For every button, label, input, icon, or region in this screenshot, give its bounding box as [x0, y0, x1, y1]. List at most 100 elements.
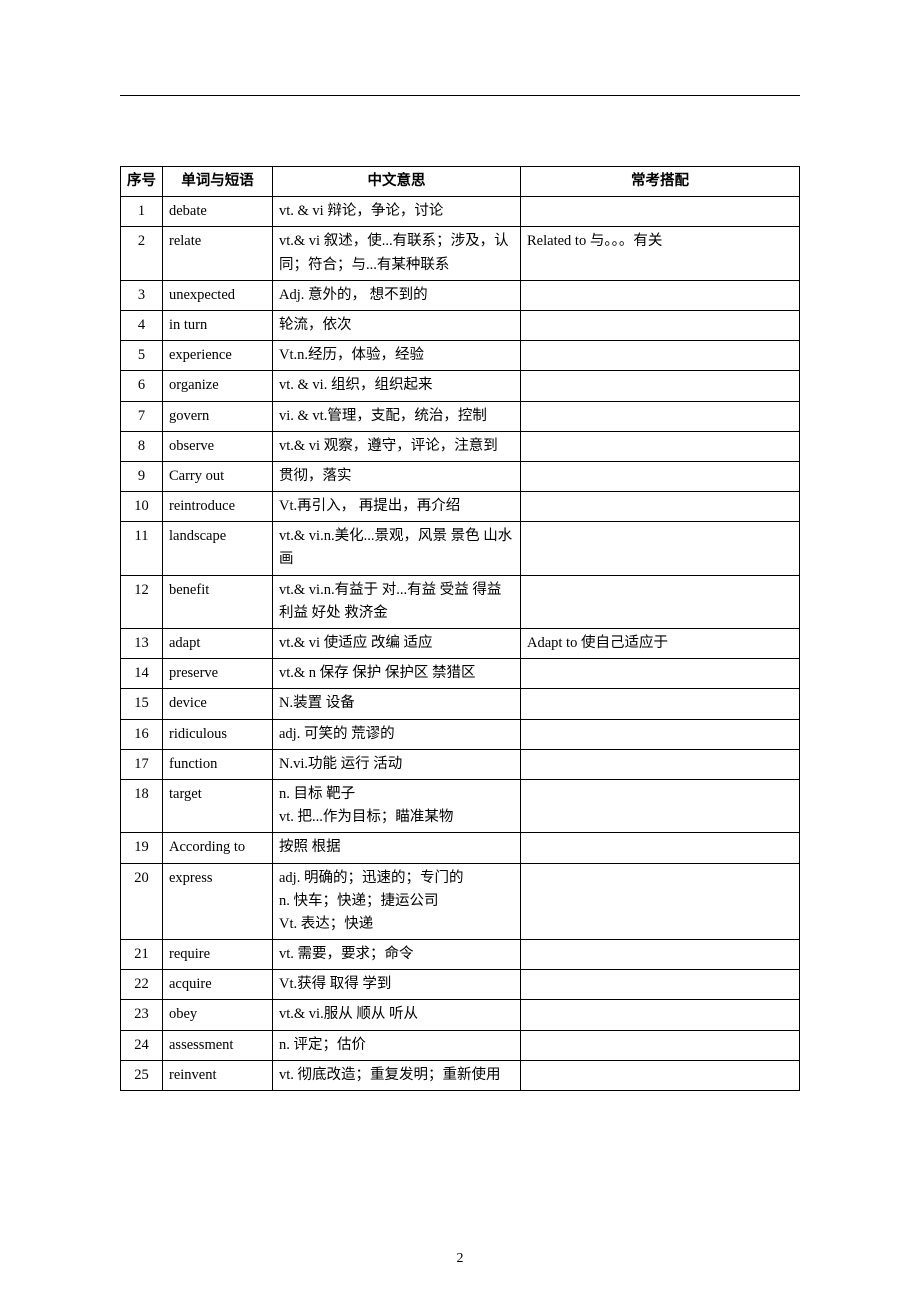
table-row: 4in turn轮流，依次 — [121, 310, 800, 340]
cell-collocation — [521, 833, 800, 863]
cell-collocation — [521, 970, 800, 1000]
table-row: 21requirevt. 需要，要求；命令 — [121, 940, 800, 970]
cell-num: 23 — [121, 1000, 163, 1030]
table-row: 9Carry out贯彻，落实 — [121, 461, 800, 491]
cell-word: organize — [163, 371, 273, 401]
cell-meaning: vt.& n 保存 保护 保护区 禁猎区 — [273, 659, 521, 689]
page-number: 2 — [0, 1248, 920, 1270]
cell-meaning: Vt.获得 取得 学到 — [273, 970, 521, 1000]
cell-word: observe — [163, 431, 273, 461]
table-row: 11landscapevt.& vi.n.美化...景观，风景 景色 山水画 — [121, 522, 800, 575]
table-row: 1debatevt. & vi 辩论，争论，讨论 — [121, 197, 800, 227]
table-row: 8observevt.& vi 观察，遵守，评论，注意到 — [121, 431, 800, 461]
cell-num: 6 — [121, 371, 163, 401]
table-row: 7governvi. & vt.管理，支配，统治，控制 — [121, 401, 800, 431]
cell-word: require — [163, 940, 273, 970]
cell-meaning: N.装置 设备 — [273, 689, 521, 719]
cell-collocation — [521, 197, 800, 227]
vocabulary-table: 序号 单词与短语 中文意思 常考搭配 1debatevt. & vi 辩论，争论… — [120, 166, 800, 1091]
cell-num: 4 — [121, 310, 163, 340]
cell-collocation — [521, 401, 800, 431]
table-header-row: 序号 单词与短语 中文意思 常考搭配 — [121, 167, 800, 197]
cell-num: 14 — [121, 659, 163, 689]
cell-meaning: vt.& vi.n.美化...景观，风景 景色 山水画 — [273, 522, 521, 575]
table-row: 25reinventvt. 彻底改造；重复发明；重新使用 — [121, 1060, 800, 1090]
cell-collocation — [521, 492, 800, 522]
cell-word: function — [163, 749, 273, 779]
cell-word: adapt — [163, 629, 273, 659]
cell-word: debate — [163, 197, 273, 227]
document-page: 序号 单词与短语 中文意思 常考搭配 1debatevt. & vi 辩论，争论… — [0, 0, 920, 1302]
cell-num: 17 — [121, 749, 163, 779]
cell-meaning: N.vi.功能 运行 活动 — [273, 749, 521, 779]
cell-collocation — [521, 575, 800, 628]
cell-meaning: vt. & vi 辩论，争论，讨论 — [273, 197, 521, 227]
cell-word: According to — [163, 833, 273, 863]
cell-collocation — [521, 280, 800, 310]
table-row: 2relatevt.& vi 叙述，使...有联系；涉及，认同；符合；与...有… — [121, 227, 800, 280]
cell-collocation — [521, 310, 800, 340]
cell-num: 19 — [121, 833, 163, 863]
cell-meaning: vt. 彻底改造；重复发明；重新使用 — [273, 1060, 521, 1090]
table-row: 16ridiculousadj. 可笑的 荒谬的 — [121, 719, 800, 749]
cell-meaning: n. 评定；估价 — [273, 1030, 521, 1060]
cell-num: 21 — [121, 940, 163, 970]
cell-num: 15 — [121, 689, 163, 719]
cell-word: preserve — [163, 659, 273, 689]
cell-word: relate — [163, 227, 273, 280]
table-row: 10reintroduceVt.再引入， 再提出，再介绍 — [121, 492, 800, 522]
cell-num: 24 — [121, 1030, 163, 1060]
cell-word: reinvent — [163, 1060, 273, 1090]
table-row: 12benefitvt.& vi.n.有益于 对...有益 受益 得益 利益 好… — [121, 575, 800, 628]
cell-meaning: Vt.再引入， 再提出，再介绍 — [273, 492, 521, 522]
cell-collocation — [521, 371, 800, 401]
table-row: 18targetn. 目标 靶子vt. 把...作为目标；瞄准某物 — [121, 779, 800, 832]
cell-collocation — [521, 461, 800, 491]
table-row: 22acquireVt.获得 取得 学到 — [121, 970, 800, 1000]
cell-collocation — [521, 659, 800, 689]
cell-meaning: vt.& vi 叙述，使...有联系；涉及，认同；符合；与...有某种联系 — [273, 227, 521, 280]
cell-meaning: vi. & vt.管理，支配，统治，控制 — [273, 401, 521, 431]
cell-collocation: Adapt to 使自己适应于 — [521, 629, 800, 659]
cell-num: 11 — [121, 522, 163, 575]
cell-num: 3 — [121, 280, 163, 310]
cell-meaning: vt.& vi 观察，遵守，评论，注意到 — [273, 431, 521, 461]
cell-meaning: adj. 明确的；迅速的；专门的n. 快车；快递；捷运公司Vt. 表达；快递 — [273, 863, 521, 940]
cell-collocation — [521, 431, 800, 461]
table-row: 19According to按照 根据 — [121, 833, 800, 863]
cell-collocation — [521, 522, 800, 575]
cell-num: 12 — [121, 575, 163, 628]
table-row: 6organizevt. & vi. 组织，组织起来 — [121, 371, 800, 401]
cell-collocation — [521, 863, 800, 940]
cell-num: 9 — [121, 461, 163, 491]
cell-meaning: 贯彻，落实 — [273, 461, 521, 491]
cell-meaning: vt. & vi. 组织，组织起来 — [273, 371, 521, 401]
cell-meaning: Vt.n.经历，体验，经验 — [273, 341, 521, 371]
cell-collocation — [521, 341, 800, 371]
cell-meaning: vt.& vi 使适应 改编 适应 — [273, 629, 521, 659]
table-row: 15deviceN.装置 设备 — [121, 689, 800, 719]
cell-meaning: 轮流，依次 — [273, 310, 521, 340]
cell-collocation — [521, 940, 800, 970]
cell-word: express — [163, 863, 273, 940]
table-row: 17functionN.vi.功能 运行 活动 — [121, 749, 800, 779]
table-row: 23obeyvt.& vi.服从 顺从 听从 — [121, 1000, 800, 1030]
col-header-word: 单词与短语 — [163, 167, 273, 197]
cell-word: assessment — [163, 1030, 273, 1060]
cell-num: 13 — [121, 629, 163, 659]
cell-meaning: vt.& vi.服从 顺从 听从 — [273, 1000, 521, 1030]
cell-num: 8 — [121, 431, 163, 461]
cell-collocation — [521, 1000, 800, 1030]
cell-word: acquire — [163, 970, 273, 1000]
cell-word: govern — [163, 401, 273, 431]
table-row: 5experienceVt.n.经历，体验，经验 — [121, 341, 800, 371]
cell-word: unexpected — [163, 280, 273, 310]
cell-word: reintroduce — [163, 492, 273, 522]
cell-meaning: 按照 根据 — [273, 833, 521, 863]
cell-word: experience — [163, 341, 273, 371]
cell-collocation — [521, 749, 800, 779]
cell-num: 1 — [121, 197, 163, 227]
col-header-coll: 常考搭配 — [521, 167, 800, 197]
cell-meaning: n. 目标 靶子vt. 把...作为目标；瞄准某物 — [273, 779, 521, 832]
cell-word: benefit — [163, 575, 273, 628]
